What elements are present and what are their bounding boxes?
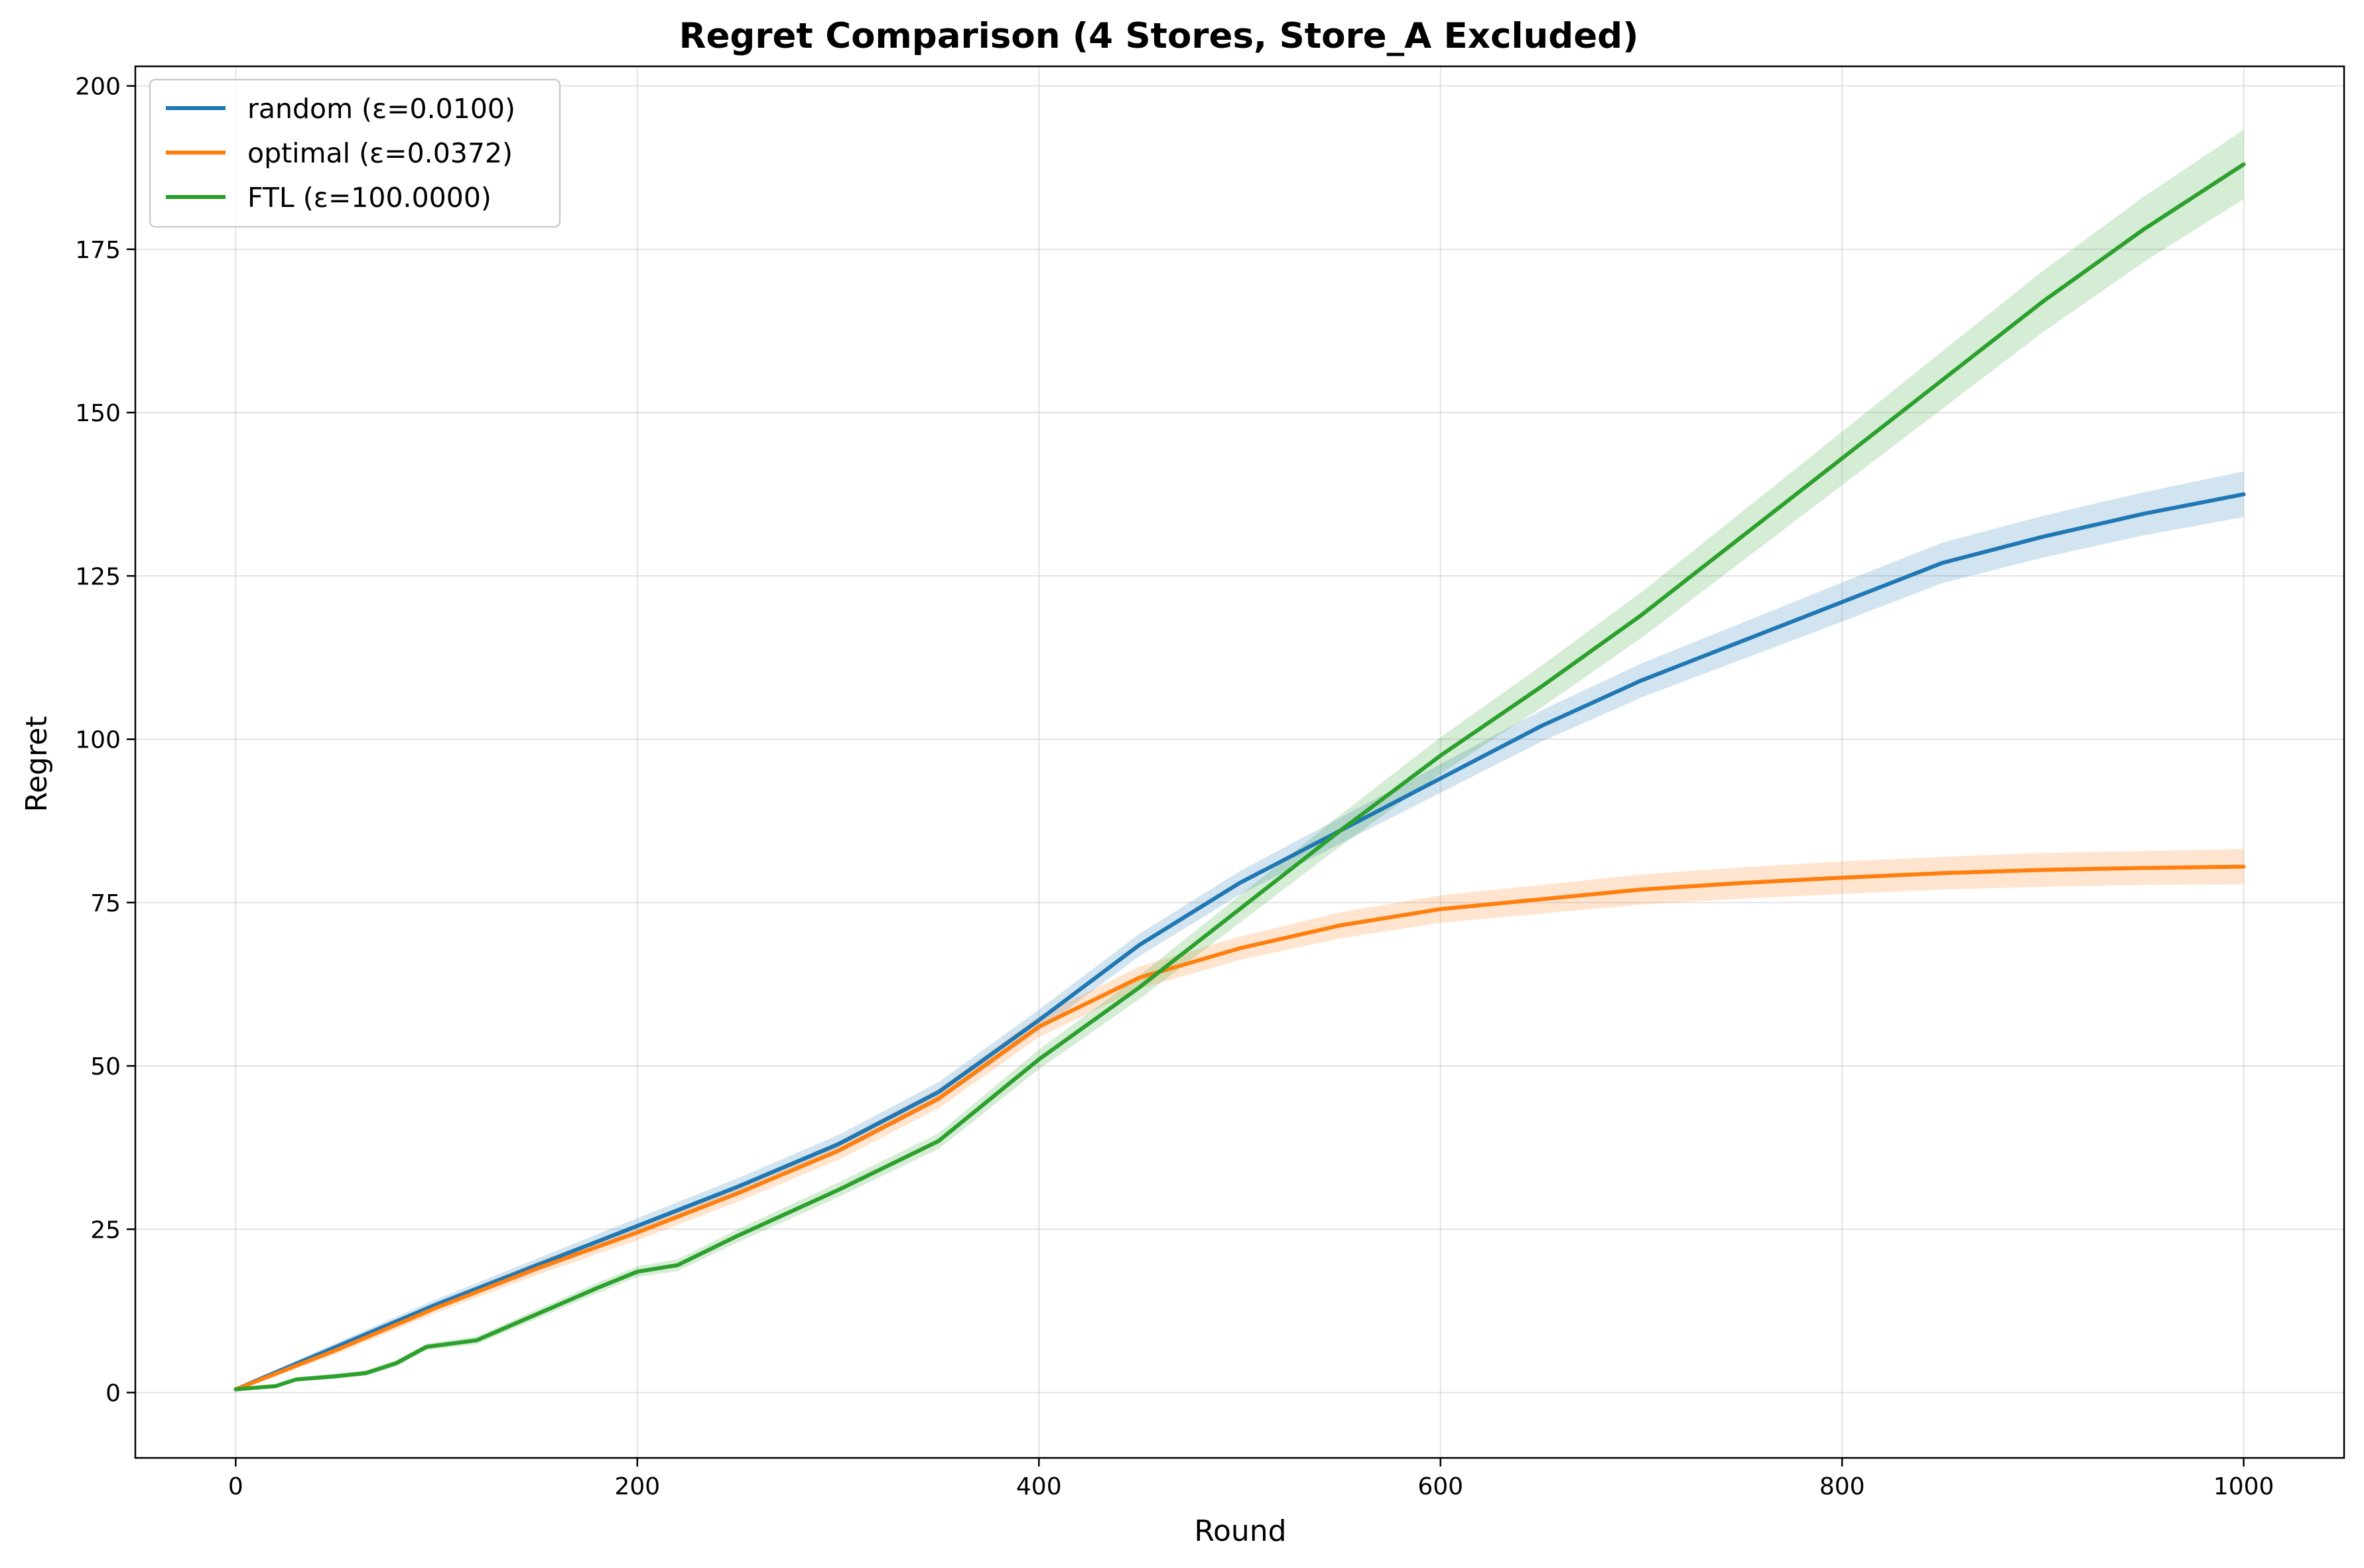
y-tick-label: 50 bbox=[90, 1053, 121, 1080]
x-tick-label: 800 bbox=[1819, 1473, 1865, 1500]
y-axis-label: Regret bbox=[20, 716, 54, 812]
series-1-line bbox=[233, 864, 2246, 1392]
y-tick-label: 200 bbox=[75, 74, 121, 101]
legend: random (ε=0.0100) optimal (ε=0.0372) FTL (… bbox=[149, 78, 561, 228]
x-axis-label: Round bbox=[1194, 1514, 1286, 1548]
x-tick-label: 1000 bbox=[2213, 1473, 2274, 1500]
y-tick-label: 175 bbox=[75, 237, 121, 264]
axis-ticks: 0 200 400 600 800 1000 0 25 50 75 100 125 150 175 200 bbox=[75, 74, 2274, 1500]
legend-label-1: optimal (ε=0.0372) bbox=[247, 137, 513, 169]
y-tick-label: 0 bbox=[105, 1380, 121, 1407]
y-tick-label: 25 bbox=[90, 1216, 121, 1244]
grid-lines bbox=[135, 66, 2344, 1458]
y-tick-label: 150 bbox=[75, 400, 121, 427]
series-0-line bbox=[233, 492, 2246, 1392]
y-tick-label: 100 bbox=[75, 727, 121, 754]
y-tick-label: 125 bbox=[75, 563, 121, 590]
chart-title: Regret Comparison (4 Stores, Store_A Exc… bbox=[679, 16, 1639, 56]
plot-frame bbox=[134, 65, 2345, 1459]
confidence-bands bbox=[235, 129, 2244, 1392]
x-tick-label: 400 bbox=[1016, 1473, 1062, 1500]
x-tick-label: 200 bbox=[614, 1473, 660, 1500]
x-tick-label: 600 bbox=[1417, 1473, 1463, 1500]
legend-label-0: random (ε=0.0100) bbox=[247, 93, 515, 125]
series-2-line bbox=[233, 162, 2246, 1392]
x-tick-label: 0 bbox=[228, 1473, 243, 1500]
series-lines bbox=[233, 162, 2246, 1392]
series-1-confidence-band bbox=[235, 849, 2244, 1392]
legend-label-2: FTL (ε=100.0000) bbox=[247, 182, 492, 214]
series-0-confidence-band bbox=[235, 471, 2244, 1392]
legend-box bbox=[149, 78, 561, 228]
y-tick-label: 75 bbox=[90, 890, 121, 917]
